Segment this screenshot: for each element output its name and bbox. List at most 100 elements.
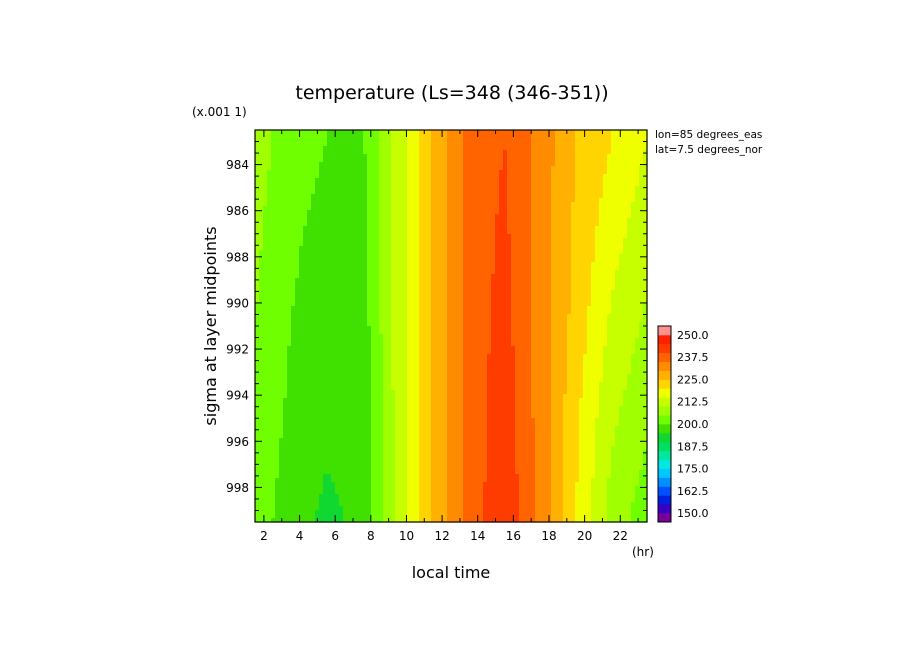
contour-cell	[459, 330, 464, 335]
contour-cell	[559, 318, 564, 323]
contour-cell	[607, 258, 612, 263]
contour-cell	[503, 190, 508, 195]
contour-cell	[355, 202, 360, 207]
contour-cell	[459, 250, 464, 255]
contour-cell	[443, 198, 448, 203]
contour-cell	[387, 318, 392, 323]
contour-cell	[455, 302, 460, 307]
contour-cell	[311, 162, 316, 167]
contour-cell	[399, 286, 404, 291]
contour-cell	[311, 298, 316, 303]
contour-cell	[571, 174, 576, 179]
contour-cell	[447, 154, 452, 159]
contour-cell	[491, 166, 496, 171]
contour-cell	[375, 150, 380, 155]
contour-cell	[339, 162, 344, 167]
contour-cell	[507, 130, 512, 135]
contour-cell	[587, 214, 592, 219]
contour-cell	[627, 146, 632, 151]
contour-cell	[643, 298, 648, 303]
contour-cell	[423, 138, 428, 143]
contour-cell	[463, 238, 468, 243]
contour-cell	[467, 250, 472, 255]
contour-cell	[547, 198, 552, 203]
contour-cell	[495, 274, 500, 279]
contour-cell	[627, 262, 632, 267]
contour-cell	[311, 214, 316, 219]
contour-cell	[571, 210, 576, 215]
contour-cell	[407, 190, 412, 195]
contour-cell	[339, 298, 344, 303]
contour-cell	[387, 290, 392, 295]
contour-cell	[399, 282, 404, 287]
contour-cell	[367, 158, 372, 163]
contour-cell	[527, 230, 532, 235]
contour-cell	[591, 214, 596, 219]
contour-cell	[619, 214, 624, 219]
contour-cell	[507, 222, 512, 227]
contour-cell	[535, 178, 540, 183]
contour-cell	[427, 222, 432, 227]
contour-cell	[371, 278, 376, 283]
contour-cell	[583, 322, 588, 327]
contour-cell	[323, 202, 328, 207]
contour-cell	[611, 130, 616, 135]
contour-cell	[563, 226, 568, 231]
contour-cell	[479, 274, 484, 279]
contour-cell	[547, 162, 552, 167]
contour-cell	[391, 238, 396, 243]
contour-cell	[283, 194, 288, 199]
contour-cell	[291, 258, 296, 263]
contour-cell	[407, 234, 412, 239]
contour-cell	[523, 190, 528, 195]
contour-cell	[619, 258, 624, 263]
contour-cell	[307, 294, 312, 299]
contour-cell	[263, 282, 268, 287]
contour-cell	[499, 210, 504, 215]
contour-cell	[255, 206, 260, 211]
contour-cell	[531, 194, 536, 199]
contour-cell	[351, 194, 356, 199]
contour-cell	[419, 154, 424, 159]
contour-cell	[267, 258, 272, 263]
contour-cell	[615, 254, 620, 259]
contour-cell	[311, 302, 316, 307]
contour-cell	[335, 190, 340, 195]
contour-cell	[263, 254, 268, 259]
contour-cell	[291, 222, 296, 227]
contour-cell	[487, 250, 492, 255]
contour-cell	[511, 294, 516, 299]
contour-cell	[579, 262, 584, 267]
contour-cell	[471, 246, 476, 251]
contour-cell	[435, 306, 440, 311]
contour-cell	[439, 182, 444, 187]
contour-cell	[495, 178, 500, 183]
contour-cell	[307, 142, 312, 147]
contour-cell	[419, 270, 424, 275]
contour-cell	[303, 170, 308, 175]
contour-cell	[371, 174, 376, 179]
contour-cell	[595, 270, 600, 275]
contour-cell	[275, 154, 280, 159]
contour-cell	[295, 286, 300, 291]
contour-cell	[619, 314, 624, 319]
contour-cell	[511, 274, 516, 279]
contour-cell	[499, 330, 504, 335]
contour-cell	[443, 182, 448, 187]
contour-cell	[419, 310, 424, 315]
contour-cell	[275, 246, 280, 251]
contour-cell	[523, 198, 528, 203]
contour-cell	[407, 130, 412, 135]
contour-cell	[347, 150, 352, 155]
contour-cell	[279, 210, 284, 215]
contour-cell	[563, 222, 568, 227]
contour-cell	[299, 202, 304, 207]
contour-cell	[299, 286, 304, 291]
contour-cell	[419, 166, 424, 171]
contour-cell	[263, 326, 268, 331]
contour-cell	[371, 158, 376, 163]
contour-cell	[531, 170, 536, 175]
contour-cell	[351, 202, 356, 207]
contour-cell	[335, 310, 340, 315]
contour-cell	[399, 266, 404, 271]
